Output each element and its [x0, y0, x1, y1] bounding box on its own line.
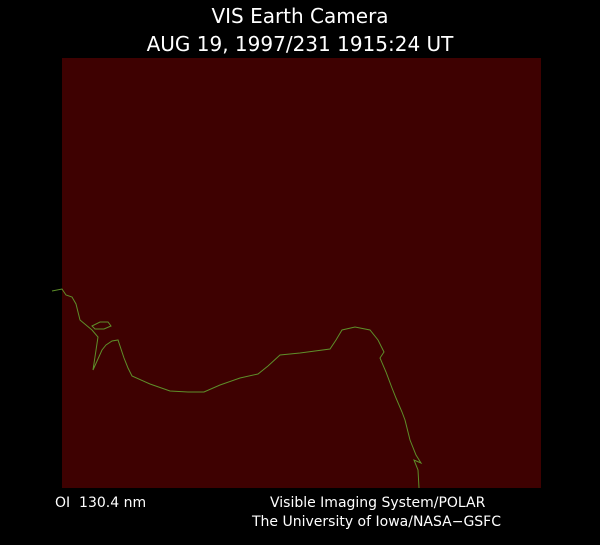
coastline [51, 288, 423, 489]
coastline-island [91, 321, 112, 330]
institution-label: The University of Iowa/NASA−GSFC [251, 514, 501, 530]
filter-label: OI 130.4 nm [55, 495, 146, 511]
title: VIS Earth Camera [211, 4, 388, 28]
instrument-label: Visible Imaging System/POLAR [270, 495, 486, 511]
coastline-main [51, 288, 423, 489]
timestamp: AUG 19, 1997/231 1915:24 UT [147, 32, 455, 56]
camera-image [62, 58, 541, 488]
